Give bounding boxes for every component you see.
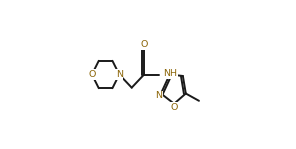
Text: NH: NH bbox=[163, 69, 177, 78]
Text: O: O bbox=[170, 103, 178, 112]
Text: O: O bbox=[140, 40, 148, 49]
Text: N: N bbox=[116, 70, 123, 79]
Text: N: N bbox=[155, 91, 162, 100]
Text: O: O bbox=[88, 70, 96, 79]
